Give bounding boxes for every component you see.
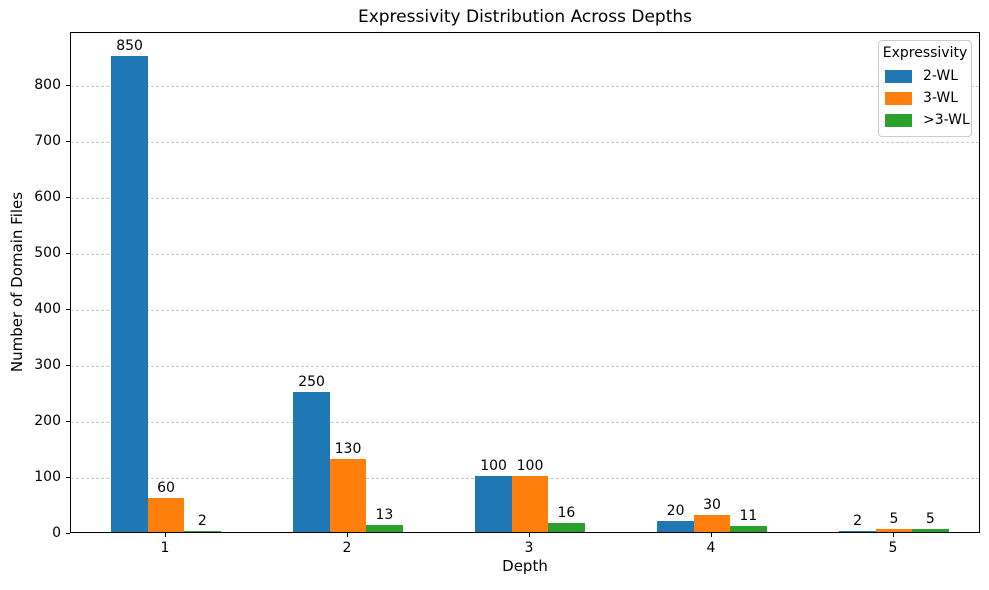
y-tick-label: 700 <box>34 133 61 150</box>
x-tick-mark <box>529 533 530 537</box>
y-tick-label: 400 <box>34 301 61 318</box>
legend-entry-label: 3-WL <box>923 90 959 106</box>
bar <box>147 498 185 532</box>
bar <box>293 392 330 532</box>
bar <box>475 476 512 532</box>
y-tick-label: 100 <box>34 469 61 486</box>
bar-value-label: 16 <box>557 505 576 522</box>
y-tick-label: 0 <box>52 525 61 541</box>
bar <box>730 525 767 532</box>
y-axis-label: Number of Domain Files <box>8 191 26 373</box>
legend-entry: 2-WL <box>879 65 971 87</box>
bar <box>329 459 367 532</box>
gridline <box>71 422 979 424</box>
gridline <box>71 142 979 144</box>
bar-value-label: 5 <box>889 511 899 528</box>
x-tick-mark <box>893 533 894 537</box>
y-tick-label: 200 <box>34 413 61 430</box>
plot-area: 850 250 100 20 2 60 130 100 30 5 2 13 16 11 5 <box>70 32 980 533</box>
chart-title: Expressivity Distribution Across Depths <box>357 7 693 27</box>
bar-value-label: 100 <box>516 458 544 475</box>
bar <box>912 529 949 532</box>
x-tick-label: 2 <box>342 540 352 556</box>
bar <box>693 515 731 532</box>
y-tick-mark <box>66 364 70 366</box>
legend-swatch <box>885 113 912 127</box>
bar <box>511 476 549 532</box>
x-tick-mark <box>165 533 166 537</box>
y-tick-mark <box>66 252 70 254</box>
legend: Expressivity 2-WL 3-WL >3-WL <box>878 40 972 137</box>
legend-entry: >3-WL <box>879 109 971 131</box>
legend-entries: 2-WL 3-WL >3-WL <box>879 65 971 131</box>
bar-value-label: 60 <box>157 480 175 497</box>
bar-value-label: 5 <box>925 511 935 528</box>
y-tick-mark <box>66 532 70 534</box>
legend-title: Expressivity <box>882 45 968 61</box>
y-tick-label: 500 <box>34 245 61 262</box>
y-tick-mark <box>66 476 70 478</box>
gridline <box>71 198 979 200</box>
x-tick-label: 4 <box>706 540 716 556</box>
x-tick-mark <box>711 533 712 537</box>
legend-entry-label: 2-WL <box>923 68 959 84</box>
bar <box>111 56 148 532</box>
bar <box>366 524 403 532</box>
bar-value-label: 2 <box>197 512 207 529</box>
bar-value-label: 11 <box>739 507 758 524</box>
x-tick-label: 5 <box>888 540 898 556</box>
gridline <box>71 310 979 312</box>
x-tick-label: 3 <box>524 540 534 556</box>
bar <box>184 530 221 532</box>
legend-swatch <box>885 69 912 83</box>
bar <box>657 520 694 532</box>
y-tick-label: 800 <box>34 77 61 94</box>
legend-entry-label: >3-WL <box>923 112 970 128</box>
bar-value-label: 20 <box>666 502 685 519</box>
y-tick-mark <box>66 140 70 142</box>
y-tick-mark <box>66 308 70 310</box>
bar <box>839 530 876 532</box>
legend-swatch <box>885 91 912 105</box>
x-tick-mark <box>347 533 348 537</box>
bar-value-label: 250 <box>298 374 325 391</box>
gridline <box>71 366 979 368</box>
gridline <box>71 254 979 256</box>
gridline <box>71 86 979 88</box>
bar <box>548 523 585 532</box>
y-tick-mark <box>66 84 70 86</box>
bar-value-label: 2 <box>853 512 863 529</box>
x-axis-label: Depth <box>502 557 548 575</box>
bar-value-label: 30 <box>703 497 721 514</box>
bar-value-label: 130 <box>334 441 362 458</box>
x-tick-label: 1 <box>160 540 170 556</box>
y-tick-label: 300 <box>34 357 61 374</box>
y-tick-mark <box>66 196 70 198</box>
bar <box>875 529 913 532</box>
legend-entry: 3-WL <box>879 87 971 109</box>
bar-value-label: 13 <box>375 506 394 523</box>
bar-value-label: 100 <box>480 458 507 475</box>
y-tick-label: 600 <box>34 189 61 206</box>
bar-value-label: 850 <box>116 38 143 55</box>
y-tick-mark <box>66 420 70 422</box>
